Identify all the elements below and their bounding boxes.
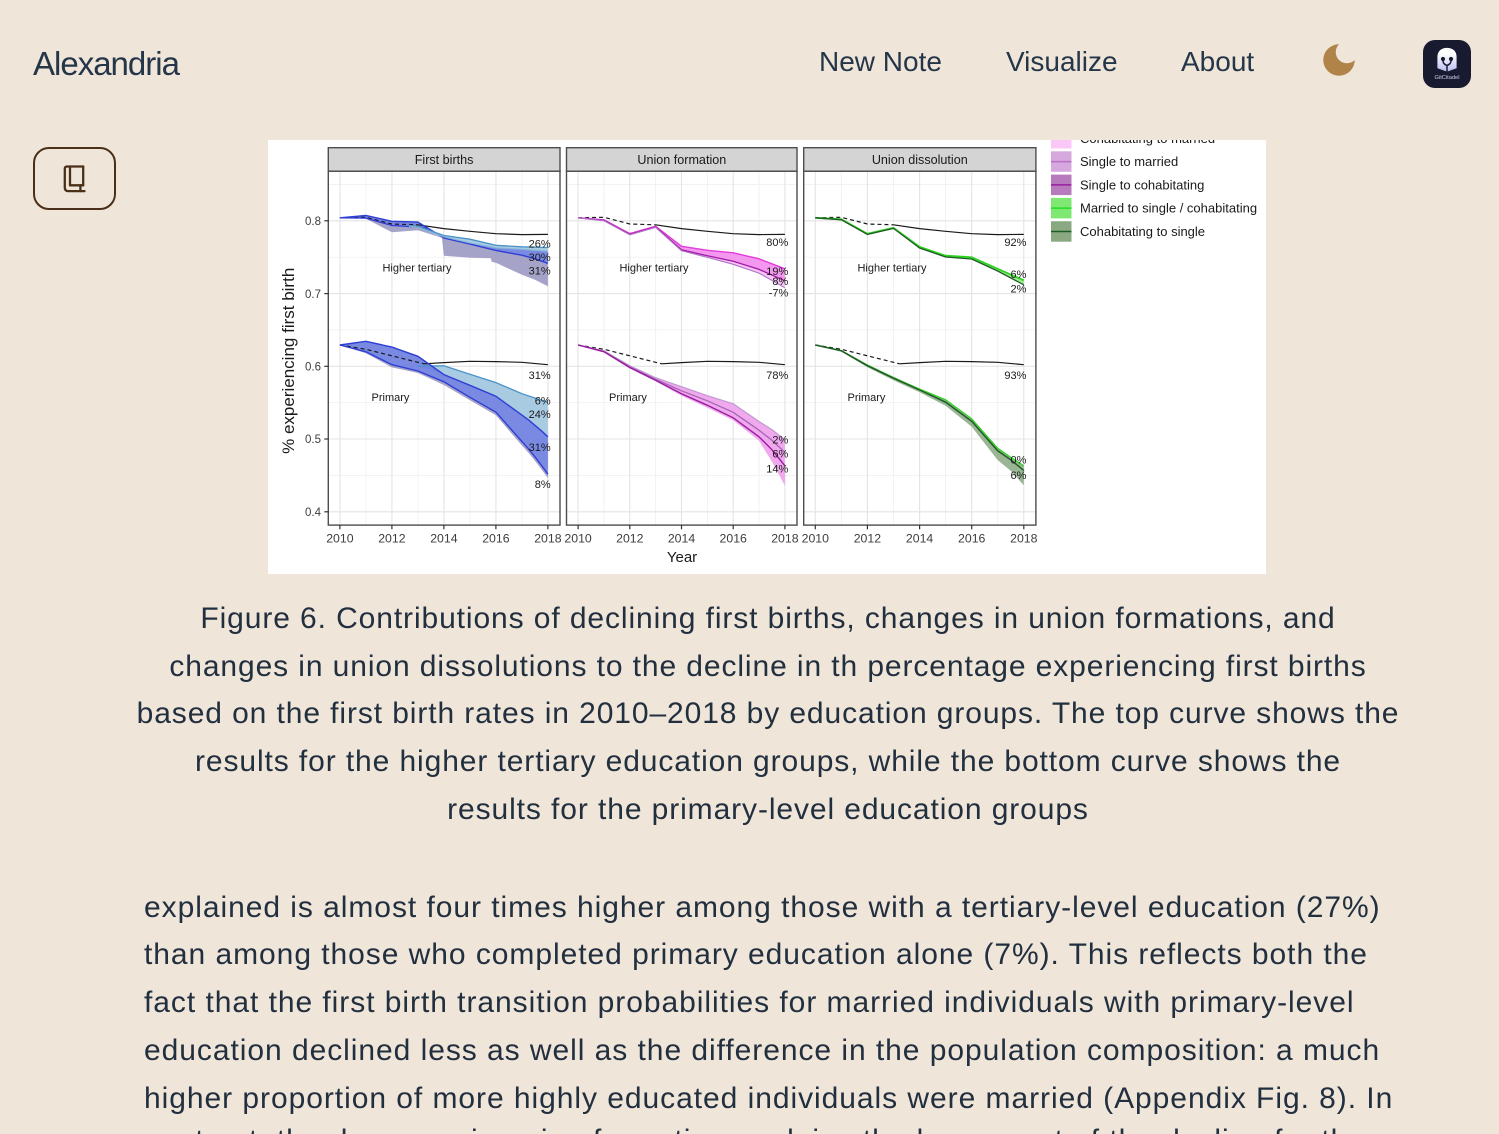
svg-text:2016: 2016 [482, 532, 510, 546]
svg-text:6%: 6% [535, 395, 551, 407]
svg-text:2%: 2% [1010, 284, 1026, 296]
svg-text:0.7: 0.7 [305, 289, 321, 301]
svg-text:24%: 24% [529, 409, 551, 421]
svg-text:14%: 14% [766, 463, 788, 475]
svg-text:GitCitadel: GitCitadel [1435, 75, 1460, 81]
svg-text:8%: 8% [772, 276, 788, 288]
svg-text:6%: 6% [1010, 269, 1026, 281]
svg-text:2014: 2014 [430, 532, 458, 546]
svg-text:80%: 80% [766, 237, 788, 249]
svg-text:2018: 2018 [1010, 532, 1038, 546]
svg-text:2012: 2012 [616, 532, 644, 546]
svg-text:2018: 2018 [771, 532, 799, 546]
svg-text:2016: 2016 [958, 532, 986, 546]
svg-text:6%: 6% [1010, 470, 1026, 482]
svg-text:2%: 2% [772, 434, 788, 446]
svg-text:30%: 30% [529, 252, 551, 264]
svg-text:0%: 0% [1010, 454, 1026, 466]
svg-text:2014: 2014 [906, 532, 934, 546]
svg-text:Year: Year [667, 549, 697, 566]
svg-text:19%: 19% [766, 266, 788, 278]
svg-text:0.5: 0.5 [305, 434, 321, 446]
svg-text:2010: 2010 [802, 532, 830, 546]
svg-text:2012: 2012 [854, 532, 882, 546]
svg-text:2010: 2010 [564, 532, 592, 546]
svg-text:78%: 78% [766, 370, 788, 382]
svg-text:8%: 8% [535, 479, 551, 491]
svg-text:Union dissolution: Union dissolution [872, 153, 968, 167]
svg-text:2018: 2018 [534, 532, 562, 546]
svg-text:% experiencing first birth: % experiencing first birth [279, 268, 298, 454]
svg-text:Union formation: Union formation [637, 153, 726, 167]
svg-text:0.4: 0.4 [305, 507, 322, 519]
svg-text:92%: 92% [1004, 237, 1026, 249]
svg-text:2010: 2010 [326, 532, 354, 546]
svg-text:2014: 2014 [668, 532, 696, 546]
svg-text:-7%: -7% [769, 288, 789, 300]
svg-text:Single to cohabitating: Single to cohabitating [1080, 177, 1204, 192]
svg-text:Primary: Primary [609, 392, 647, 404]
svg-text:Single to married: Single to married [1080, 154, 1178, 169]
svg-text:Primary: Primary [848, 392, 886, 404]
svg-text:31%: 31% [529, 265, 551, 277]
svg-text:Cohabitating to single: Cohabitating to single [1080, 224, 1205, 239]
svg-text:31%: 31% [529, 442, 551, 454]
svg-text:Higher tertiary: Higher tertiary [857, 262, 927, 274]
svg-text:0.6: 0.6 [305, 362, 321, 374]
svg-text:Primary: Primary [372, 392, 410, 404]
svg-text:2012: 2012 [378, 532, 406, 546]
svg-text:Married to single / cohabitati: Married to single / cohabitating [1080, 201, 1257, 216]
svg-text:Cohabitating to married: Cohabitating to married [1080, 140, 1215, 146]
svg-text:26%: 26% [529, 239, 551, 251]
svg-text:31%: 31% [529, 370, 551, 382]
svg-text:93%: 93% [1004, 370, 1026, 382]
svg-text:Higher tertiary: Higher tertiary [619, 262, 689, 274]
svg-text:Higher tertiary: Higher tertiary [382, 262, 452, 274]
svg-text:6%: 6% [772, 448, 788, 460]
svg-text:2016: 2016 [720, 532, 748, 546]
svg-text:0.8: 0.8 [305, 216, 321, 228]
svg-text:First births: First births [415, 153, 474, 167]
